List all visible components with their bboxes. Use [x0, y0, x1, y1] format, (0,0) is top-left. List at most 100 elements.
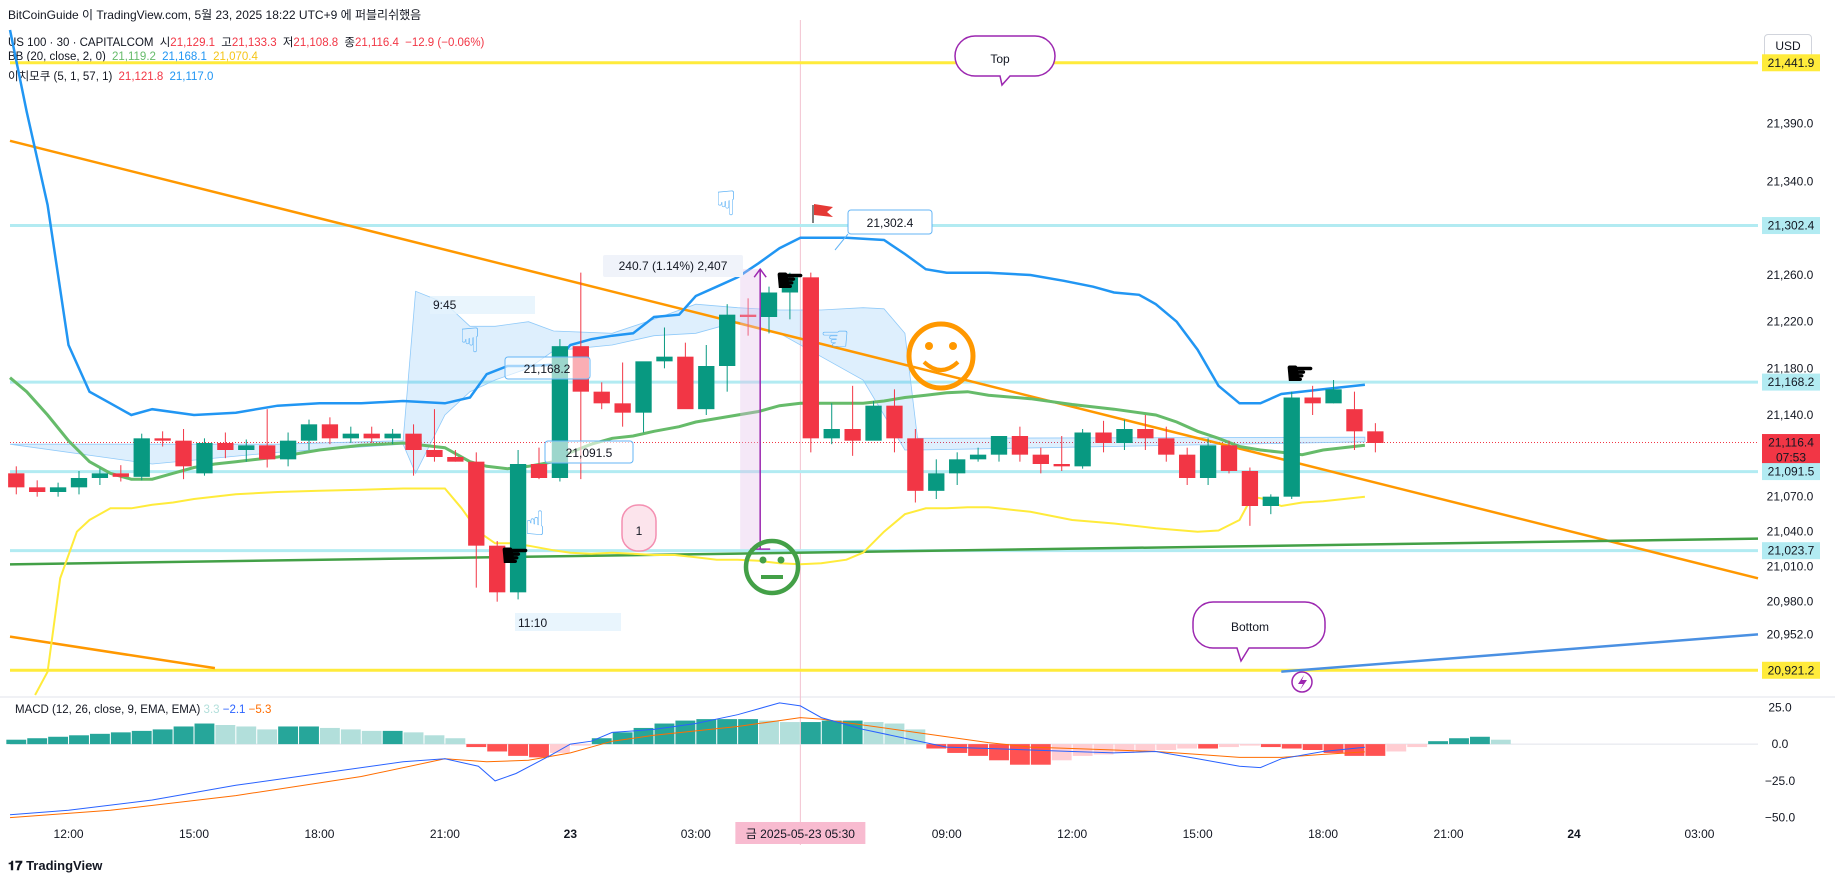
macd-hist-bar: [1323, 744, 1344, 753]
macd-hist-bar: [759, 720, 779, 745]
lightning-bolt: [1298, 675, 1307, 690]
candle-body: [259, 445, 276, 460]
time-tick: 03:00: [1684, 827, 1714, 841]
candle-body: [321, 424, 339, 439]
candle-body: [300, 424, 318, 441]
macd-hist-bar: [989, 744, 1009, 761]
ichimoku-a-value: 21,121.8: [118, 71, 164, 83]
candle-body: [1137, 429, 1154, 439]
time-tick: 15:00: [1183, 827, 1213, 841]
macd-hist-bar: [445, 738, 466, 745]
bb-label[interactable]: BB (20, close, 2, 0): [8, 51, 106, 63]
happy-face-eye: [949, 342, 957, 350]
macd-line-value: −2.1: [222, 704, 246, 716]
measure-label: 240.7 (1.14%) 2,407: [619, 259, 728, 273]
macd-hist-bar: [361, 730, 382, 745]
candle-body: [468, 461, 485, 546]
time-label-945: 9:45: [433, 298, 457, 312]
bb-lower-value: 21,070.4: [213, 51, 258, 63]
time-tick: 23: [564, 827, 578, 841]
candle-body: [530, 464, 548, 478]
price-label-bg: [1762, 463, 1820, 481]
macd-hist-bar: [1156, 744, 1177, 750]
macd-legend[interactable]: MACD (12, 26, close, 9, EMA, EMA) 3.3 −2…: [15, 704, 271, 716]
macd-hist-bar: [110, 732, 131, 745]
candle-body: [489, 545, 506, 593]
footer-brand: TradingView: [26, 858, 103, 873]
macd-hist-bar: [1365, 744, 1386, 756]
candle-body: [447, 457, 464, 462]
time-label-1110: 11:10: [518, 616, 547, 630]
macd-hist-bar: [800, 722, 821, 745]
price-label-cyan: 21,302.4: [1768, 219, 1815, 233]
candle-body: [823, 429, 840, 439]
symbol-name[interactable]: US 100 · 30 · CAPITALCOM: [8, 37, 154, 49]
measure-label-bg: [603, 255, 743, 277]
pointing-hand-icon: ☟: [460, 321, 481, 361]
candle-body: [1179, 454, 1196, 478]
macd-hist-bar: [884, 723, 905, 745]
candle-body: [1116, 429, 1133, 443]
price-tick: 21,180.0: [1767, 361, 1814, 375]
ichimoku-legend[interactable]: 이치모쿠 (5, 1, 57, 1) 21,121.8 21,117.0: [8, 68, 216, 84]
macd-hist-bar: [173, 726, 194, 745]
flag-price-callout: 21,302.4: [867, 216, 914, 230]
candle-body: [279, 440, 297, 460]
close-value: 21,116.4: [354, 37, 399, 49]
macd-tick: −50.0: [1765, 811, 1796, 825]
macd-hist-bar: [968, 744, 989, 756]
candle-body: [593, 391, 610, 404]
candle-body: [8, 473, 25, 488]
flag-icon: [814, 204, 833, 217]
open-label: 시: [159, 37, 171, 49]
macd-label[interactable]: MACD (12, 26, close, 9, EMA, EMA): [15, 704, 201, 716]
candle-body: [49, 487, 67, 492]
candle-body: [91, 473, 109, 478]
logo-icon: 𝟏𝟕: [8, 858, 27, 873]
time-tick: 09:00: [932, 827, 962, 841]
bb-upper-line: [8, 29, 1366, 417]
pointing-hand-icon: ☛: [775, 261, 805, 301]
macd-hist-bar: [1344, 744, 1365, 756]
candle-body: [990, 436, 1008, 455]
price-label-bg: [1762, 434, 1820, 467]
candle-body: [1283, 397, 1300, 497]
time-tick: 24: [1567, 827, 1581, 841]
callout-21168: 21,168.2: [524, 362, 571, 376]
bb-basis-value: 21,119.2: [112, 51, 156, 63]
macd-signal-value: −5.3: [248, 704, 272, 716]
candle-body: [1367, 431, 1384, 443]
macd-hist-bar: [696, 719, 717, 745]
candle-body: [635, 361, 652, 413]
time-tick: 21:00: [1434, 827, 1464, 841]
candle-body: [719, 314, 736, 366]
macd-hist-bar: [633, 727, 654, 745]
happy-face-eye: [925, 342, 933, 350]
symbol-legend[interactable]: US 100 · 30 · CAPITALCOM 시21,129.1 고21,1…: [8, 34, 487, 50]
candle-body: [70, 478, 88, 488]
ichimoku-label[interactable]: 이치모쿠 (5, 1, 57, 1): [8, 71, 113, 83]
candle-body: [886, 405, 903, 439]
candle-body: [844, 429, 861, 441]
macd-hist-bar: [1469, 736, 1490, 745]
bottom-bubble: [1192, 601, 1326, 663]
time-tick: 18:00: [1308, 827, 1338, 841]
macd-tick: −25.0: [1765, 774, 1796, 788]
candle-body: [677, 356, 694, 410]
bb-legend[interactable]: BB (20, close, 2, 0) 21,119.2 21,168.1 2…: [8, 51, 261, 63]
price-tick: 21,220.0: [1767, 315, 1814, 329]
tradingview-logo[interactable]: 𝟏𝟕 TradingView: [8, 858, 102, 874]
happy-face-mouth: [922, 360, 960, 372]
macd-hist-bar: [299, 726, 319, 745]
candle-body: [154, 438, 171, 441]
pointing-hand-icon: ☛: [1285, 354, 1315, 394]
ichimoku-b-value: 21,117.0: [169, 71, 214, 83]
macd-hist-bar: [529, 744, 549, 758]
candle-body: [656, 356, 673, 362]
macd-hist-bar: [1135, 744, 1156, 752]
macd-hist-bar: [236, 726, 257, 745]
orange-lower-trendline: [9, 635, 216, 670]
candle-body: [217, 443, 234, 450]
currency-button[interactable]: USD: [1764, 34, 1812, 58]
